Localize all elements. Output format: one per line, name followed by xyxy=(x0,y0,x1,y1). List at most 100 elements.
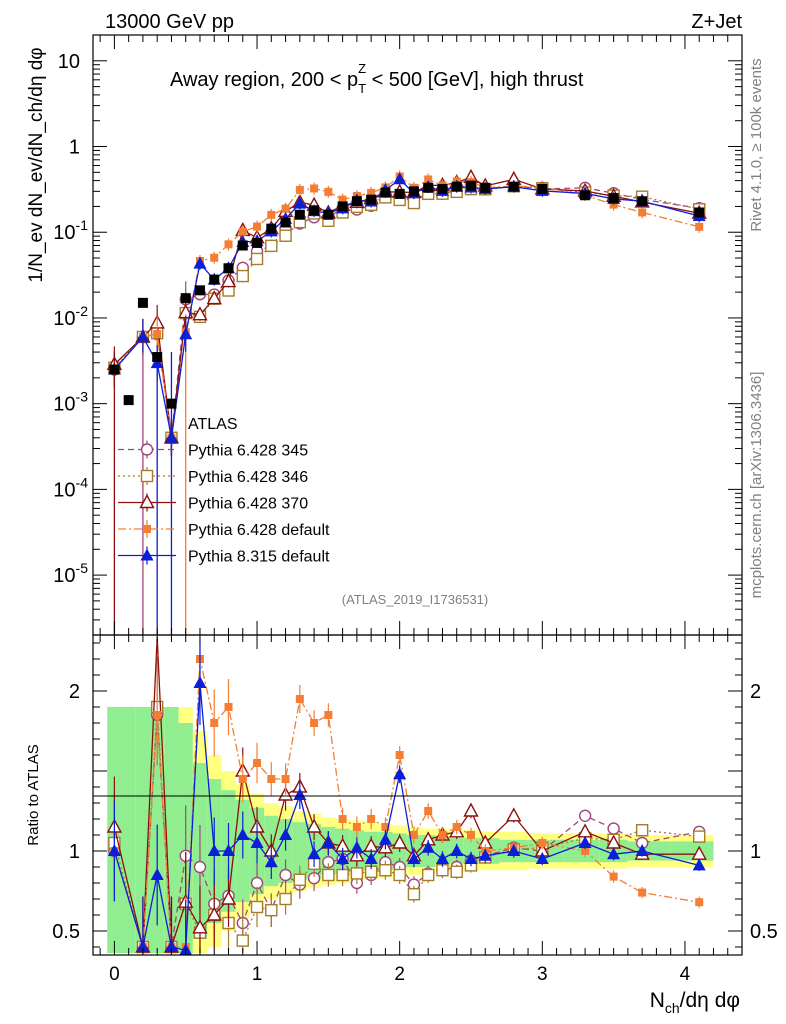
ratio-point-p8 xyxy=(350,840,364,853)
upper-point-pdef xyxy=(695,222,704,231)
ratio-point-p8 xyxy=(607,847,621,860)
ratio-point-p8 xyxy=(478,848,492,861)
y-tick-label: 10-5 xyxy=(53,560,88,587)
mcplots-ref: mcplots.cern.ch [arXiv:1306.3436] xyxy=(748,372,765,599)
analysis-id: (ATLAS_2019_I1736531) xyxy=(342,592,488,607)
upper-point-pdef xyxy=(153,330,162,339)
ratio-point-pdef xyxy=(324,711,333,719)
upper-point-atlas xyxy=(194,285,205,296)
x-axis-label: Nch/dη dφ xyxy=(650,989,740,1016)
upper-point-p370 xyxy=(192,306,208,321)
legend-label: Pythia 6.428 370 xyxy=(188,496,308,513)
upper-point-p8 xyxy=(393,172,407,185)
legend-marker-p8 xyxy=(140,548,154,561)
legend-label: ATLAS xyxy=(188,416,238,433)
ratio-y-label: Ratio to ATLAS xyxy=(25,744,42,845)
ratio-point-p8 xyxy=(264,855,278,868)
ratio-point-p8 xyxy=(250,836,264,848)
x-tick-label: 1 xyxy=(252,964,263,985)
legend-marker-pdef xyxy=(143,525,151,533)
title-pre: Away region, 200 < p xyxy=(170,69,358,91)
title-sub: T xyxy=(358,81,366,96)
ratio-point-p8 xyxy=(164,940,178,952)
ratio-point-p345 xyxy=(279,868,292,882)
process-label: Z+Jet xyxy=(691,11,742,33)
ratio-point-p346 xyxy=(421,868,435,882)
x-tick-label: 0 xyxy=(109,964,120,985)
upper-point-p370 xyxy=(220,273,237,288)
y-tick-base: 10 xyxy=(53,308,75,330)
x-label-tail: /dη dφ xyxy=(680,989,740,1012)
ratio-point-p8 xyxy=(136,940,150,952)
upper-point-atlas xyxy=(694,207,705,218)
upper-point-p346 xyxy=(279,229,292,242)
ratio-point-p346 xyxy=(265,904,278,917)
ratio-point-p346 xyxy=(279,892,292,906)
ratio-point-p8 xyxy=(336,852,350,864)
ratio-point-pdef xyxy=(466,831,475,839)
upper-point-atlas xyxy=(237,240,248,251)
upper-point-atlas xyxy=(123,395,134,406)
ratio-point-p8 xyxy=(393,767,407,780)
ratio-point-pdef xyxy=(638,888,647,897)
plot-title: Away region, 200 < pZ T < 500 [GeV], high… xyxy=(170,61,584,96)
ratio-point-pdef xyxy=(153,711,162,719)
rivet-version: Rivet 4.1.0, ≥ 100k events xyxy=(748,58,765,231)
upper-point-atlas xyxy=(423,182,434,193)
upper-point-atlas xyxy=(280,217,291,228)
upper-point-p8 xyxy=(293,196,307,209)
upper-point-pdef xyxy=(281,204,290,213)
ratio-point-p345 xyxy=(607,822,620,835)
ratio-point-pdef xyxy=(452,823,461,831)
ratio-point-p8 xyxy=(107,844,121,856)
ratio-point-pdef xyxy=(409,831,418,839)
legend-marker-p346 xyxy=(140,469,154,483)
upper-line-p370 xyxy=(113,176,700,438)
y-tick-base: 10 xyxy=(53,565,75,587)
upper-point-atlas xyxy=(109,364,120,375)
upper-point-atlas xyxy=(637,196,648,207)
y-tick-label: 1 xyxy=(69,137,80,159)
upper-line-pdef xyxy=(113,175,700,438)
legend-label: Pythia 6.428 346 xyxy=(188,469,308,486)
ratio-point-pdef xyxy=(695,898,704,907)
upper-point-atlas xyxy=(180,293,191,304)
upper-point-pdef xyxy=(295,185,304,194)
ratio-point-p346 xyxy=(336,868,349,882)
y-tick-exp: -3 xyxy=(76,389,89,405)
ratio-point-p8 xyxy=(207,844,221,856)
ratio-point-p346 xyxy=(393,868,406,882)
ratio-tick-label-left: 1 xyxy=(69,841,80,863)
ratio-point-p370 xyxy=(192,919,208,934)
ratio-point-pdef xyxy=(210,719,219,727)
ratio-tick-label-right: 2 xyxy=(750,681,761,703)
ratio-point-p8 xyxy=(236,828,250,840)
ratio-point-p370 xyxy=(577,823,593,838)
legend-label: Pythia 8.315 default xyxy=(188,549,330,566)
upper-point-pdef xyxy=(638,208,647,217)
ratio-point-pdef xyxy=(338,815,347,823)
upper-point-atlas xyxy=(166,398,177,409)
ratio-point-pdef xyxy=(267,775,276,783)
upper-y-label: 1/N_ev dN_ev/dN_ch/dη dφ xyxy=(26,47,47,282)
upper-point-atlas xyxy=(465,180,476,191)
ratio-point-p8 xyxy=(293,788,307,800)
upper-point-atlas xyxy=(408,186,419,197)
upper-point-atlas xyxy=(608,193,619,204)
ratio-point-p346 xyxy=(379,864,392,877)
ratio-point-p8 xyxy=(321,836,335,848)
ratio-point-pdef xyxy=(352,823,361,831)
ratio-point-pdef xyxy=(310,719,319,727)
y-tick-base: 10 xyxy=(53,222,75,244)
ratio-point-pdef xyxy=(609,872,618,881)
upper-point-atlas xyxy=(437,183,448,194)
upper-point-pdef xyxy=(210,253,219,262)
ratio-point-p346 xyxy=(635,824,649,837)
upper-point-atlas xyxy=(351,196,362,207)
ratio-point-p8 xyxy=(279,828,293,840)
x-tick-label: 4 xyxy=(680,964,691,985)
ratio-point-p8 xyxy=(535,852,549,864)
ratio-point-p370 xyxy=(206,906,222,921)
upper-point-p8 xyxy=(193,256,207,269)
